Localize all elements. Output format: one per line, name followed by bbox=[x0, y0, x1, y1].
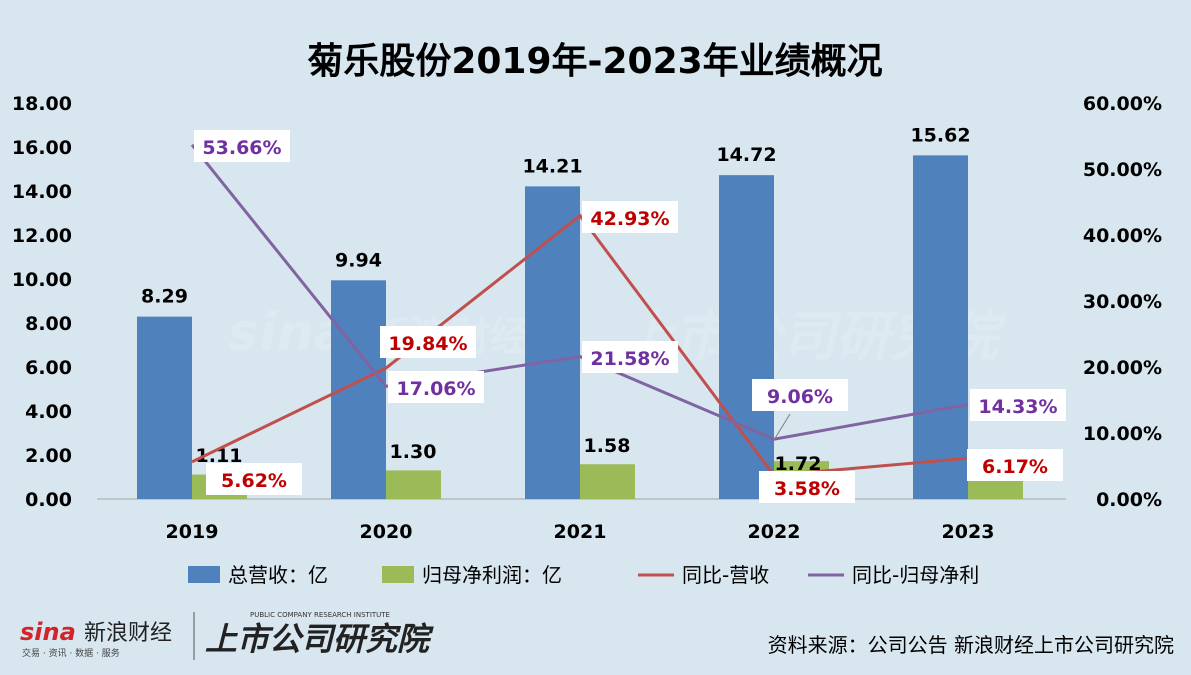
legend: 总营收：亿 归母净利润：亿 同比-营收 同比-归母净利 bbox=[188, 563, 979, 587]
revenue-yoy-label: 3.58% bbox=[774, 478, 840, 500]
svg-text:sina: sina bbox=[20, 618, 76, 646]
net-profit-yoy-label: 14.33% bbox=[978, 396, 1057, 418]
left-axis: 0.00 2.00 4.00 6.00 8.00 10.00 12.00 14.00 16.00… bbox=[12, 93, 72, 511]
left-tick-label: 8.00 bbox=[25, 313, 72, 335]
svg-text:sina: sina bbox=[228, 303, 349, 363]
revenue-bar-label: 8.29 bbox=[141, 286, 188, 308]
net-profit-yoy-label: 17.06% bbox=[396, 378, 475, 400]
right-tick-label: 0.00% bbox=[1096, 489, 1162, 511]
legend-swatch bbox=[382, 566, 414, 583]
revenue-bar-label: 14.21 bbox=[522, 155, 582, 177]
right-tick-label: 30.00% bbox=[1083, 291, 1162, 313]
revenue-yoy-label-box bbox=[759, 471, 855, 503]
svg-text:上市公司研究院: 上市公司研究院 bbox=[205, 620, 434, 658]
revenue-yoy-line bbox=[191, 213, 969, 477]
brand-text: 新浪财经 bbox=[84, 621, 172, 646]
net-profit-yoy-line bbox=[190, 143, 969, 441]
revenue-bar-label: 14.72 bbox=[716, 144, 776, 166]
revenue-bar bbox=[137, 316, 192, 499]
net-profit-yoy-label-box bbox=[582, 341, 678, 373]
revenue-yoy-label: 6.17% bbox=[982, 456, 1048, 478]
right-tick-label: 40.00% bbox=[1083, 225, 1162, 247]
legend-label: 同比-归母净利 bbox=[852, 563, 979, 587]
legend-label: 归母净利润：亿 bbox=[422, 563, 562, 587]
right-tick-label: 10.00% bbox=[1083, 423, 1162, 445]
revenue-yoy-label: 42.93% bbox=[590, 208, 669, 230]
left-tick-label: 14.00 bbox=[12, 181, 72, 203]
net-profit-bar-label: 1.72 bbox=[775, 453, 822, 475]
left-tick-label: 10.00 bbox=[12, 269, 72, 291]
left-tick-label: 6.00 bbox=[25, 357, 72, 379]
sina-logo: sina 新浪财经 交易 · 资讯 · 数据 · 服务 bbox=[20, 618, 172, 659]
brand-sub: 交易 · 资讯 · 数据 · 服务 bbox=[22, 647, 120, 659]
net-profit-bar-label: 1.11 bbox=[196, 445, 243, 467]
net-profit-yoy-label-box bbox=[388, 371, 484, 403]
revenue-yoy-label: 19.84% bbox=[388, 333, 467, 355]
net-profit-yoy-label: 53.66% bbox=[202, 137, 281, 159]
revenue-bar bbox=[719, 175, 774, 499]
revenue-yoy-label-box bbox=[380, 326, 476, 358]
left-tick-label: 0.00 bbox=[25, 489, 72, 511]
net-profit-bar bbox=[386, 470, 441, 499]
revenue-bar bbox=[525, 186, 580, 499]
revenue-bar-label: 15.62 bbox=[910, 124, 970, 146]
revenue-yoy-label-box bbox=[967, 449, 1063, 481]
left-tick-label: 16.00 bbox=[12, 137, 72, 159]
svg-text:PUBLIC COMPANY RESEARCH INSTIT: PUBLIC COMPANY RESEARCH INSTITUTE bbox=[250, 611, 390, 619]
net-profit-yoy-label: 9.06% bbox=[767, 386, 833, 408]
legend-label: 同比-营收 bbox=[682, 563, 769, 587]
institute-logo: PUBLIC COMPANY RESEARCH INSTITUTE 上市公司研究… bbox=[205, 611, 434, 658]
legend-swatch bbox=[188, 566, 220, 583]
left-tick-label: 12.00 bbox=[12, 225, 72, 247]
x-tick-label: 2020 bbox=[360, 521, 413, 543]
legend-label: 总营收：亿 bbox=[228, 563, 328, 587]
revenue-yoy-label-box bbox=[582, 201, 678, 233]
net-profit-yoy-label-box bbox=[970, 389, 1066, 421]
x-tick-label: 2023 bbox=[942, 521, 995, 543]
x-tick-label: 2019 bbox=[166, 521, 219, 543]
left-tick-label: 4.00 bbox=[25, 401, 72, 423]
right-tick-label: 50.00% bbox=[1083, 159, 1162, 181]
net-profit-bar bbox=[580, 464, 635, 499]
bars: 8.29 9.94 14.21 14.72 15.62 1.11 1.30 1.58 1.72 1… bbox=[137, 124, 1023, 500]
x-tick-label: 2022 bbox=[748, 521, 801, 543]
left-tick-label: 2.00 bbox=[25, 445, 72, 467]
revenue-bar-label: 9.94 bbox=[335, 249, 382, 271]
lines: 5.62% 19.84% 42.93% 3.58% 6.17% 53.66% 17.06% 2… bbox=[190, 130, 1066, 503]
source-note: 资料来源：公司公告 新浪财经上市公司研究院 bbox=[768, 633, 1174, 657]
revenue-bar bbox=[913, 155, 968, 500]
net-profit-yoy-label-box bbox=[194, 130, 290, 162]
revenue-yoy-label: 5.62% bbox=[221, 470, 287, 492]
x-tick-label: 2021 bbox=[554, 521, 607, 543]
revenue-yoy-label-box bbox=[206, 463, 302, 495]
net-profit-bar-label: 1.30 bbox=[390, 441, 437, 463]
chart-title: 菊乐股份2019年-2023年业绩概况 bbox=[307, 41, 882, 82]
net-profit-bar-label: 1.58 bbox=[584, 435, 631, 457]
net-profit-yoy-label-box bbox=[752, 379, 848, 411]
right-tick-label: 60.00% bbox=[1083, 93, 1162, 115]
label-leader bbox=[773, 413, 791, 441]
x-axis: 2019 2020 2021 2022 2023 bbox=[166, 521, 995, 543]
net-profit-yoy-label: 21.58% bbox=[590, 348, 669, 370]
right-tick-label: 20.00% bbox=[1083, 357, 1162, 379]
right-axis: 0.00% 10.00% 20.00% 30.00% 40.00% 50.00% 60.00… bbox=[1083, 93, 1162, 511]
left-tick-label: 18.00 bbox=[12, 93, 72, 115]
